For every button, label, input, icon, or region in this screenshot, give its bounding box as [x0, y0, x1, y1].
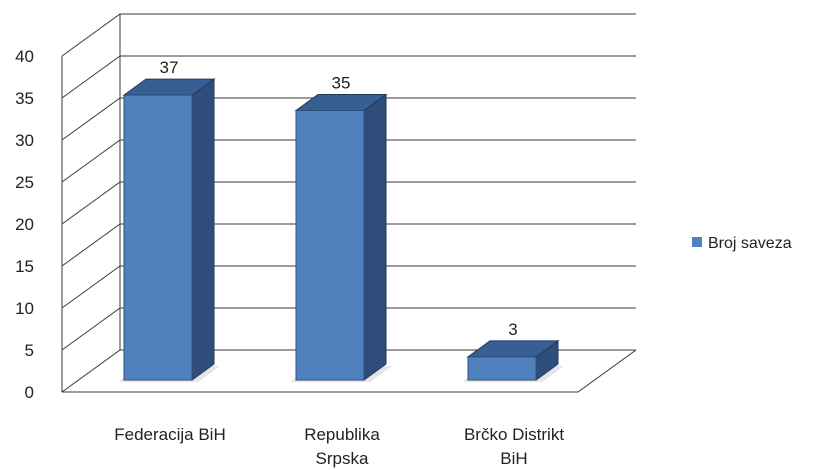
y-tick-label: 30	[15, 131, 34, 150]
y-tick-label: 5	[25, 341, 34, 360]
y-tick-label: 15	[15, 257, 34, 276]
y-tick-label: 25	[15, 173, 34, 192]
legend: Broj saveza	[692, 235, 792, 252]
data-label: 37	[160, 58, 179, 77]
bar-side	[191, 78, 215, 381]
gridline	[61, 13, 636, 57]
bar-side	[363, 93, 387, 381]
data-label: 3	[508, 320, 517, 339]
x-tick-label: Brčko Distrikt	[464, 425, 564, 444]
x-tick-label: Srpska	[316, 449, 369, 468]
bar	[467, 356, 537, 381]
x-tick-label: Federacija BiH	[114, 425, 226, 444]
bar	[123, 94, 193, 381]
y-tick-label: 35	[15, 89, 34, 108]
legend-label: Broj saveza	[708, 235, 792, 252]
floor-edge	[62, 349, 637, 393]
y-tick-label: 20	[15, 215, 34, 234]
bar-layer	[118, 78, 564, 382]
label-layer: 0 5 10 15 20 25 30 35 40 37 Federacija BiH 35 Republ…	[15, 47, 564, 468]
axis-layer	[61, 14, 637, 393]
data-label: 35	[332, 74, 351, 93]
y-tick-label: 10	[15, 299, 34, 318]
y-tick-label: 40	[15, 47, 34, 66]
x-tick-label: BiH	[500, 449, 527, 468]
legend-swatch	[692, 237, 702, 247]
x-tick-label: Republika	[304, 425, 380, 444]
bar	[295, 110, 365, 381]
y-tick-label: 0	[25, 383, 34, 402]
